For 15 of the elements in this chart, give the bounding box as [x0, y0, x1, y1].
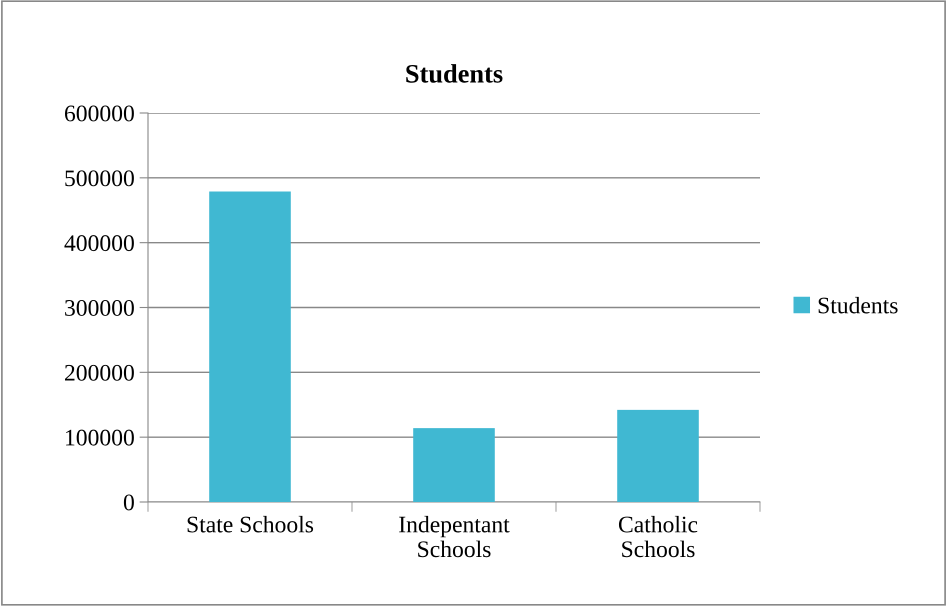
y-tick-label: 200000: [65, 364, 134, 381]
bar: [209, 191, 291, 502]
x-tick-label: Catholic Schools: [618, 516, 698, 558]
chart-title: Students: [406, 64, 502, 83]
bar: [617, 410, 699, 502]
y-tick-label: 300000: [65, 300, 134, 316]
y-tick-label: 0: [124, 494, 134, 510]
x-tick-label: State Schools: [188, 516, 314, 533]
y-tick-label: 400000: [64, 235, 134, 252]
legend-label: Students: [818, 296, 898, 314]
bar: [413, 428, 495, 502]
x-tick-label: Indepentant Schools: [399, 516, 510, 558]
y-tick-label: 100000: [66, 430, 134, 446]
y-tick-label: 500000: [65, 170, 134, 186]
y-tick-label: 600000: [64, 105, 134, 122]
